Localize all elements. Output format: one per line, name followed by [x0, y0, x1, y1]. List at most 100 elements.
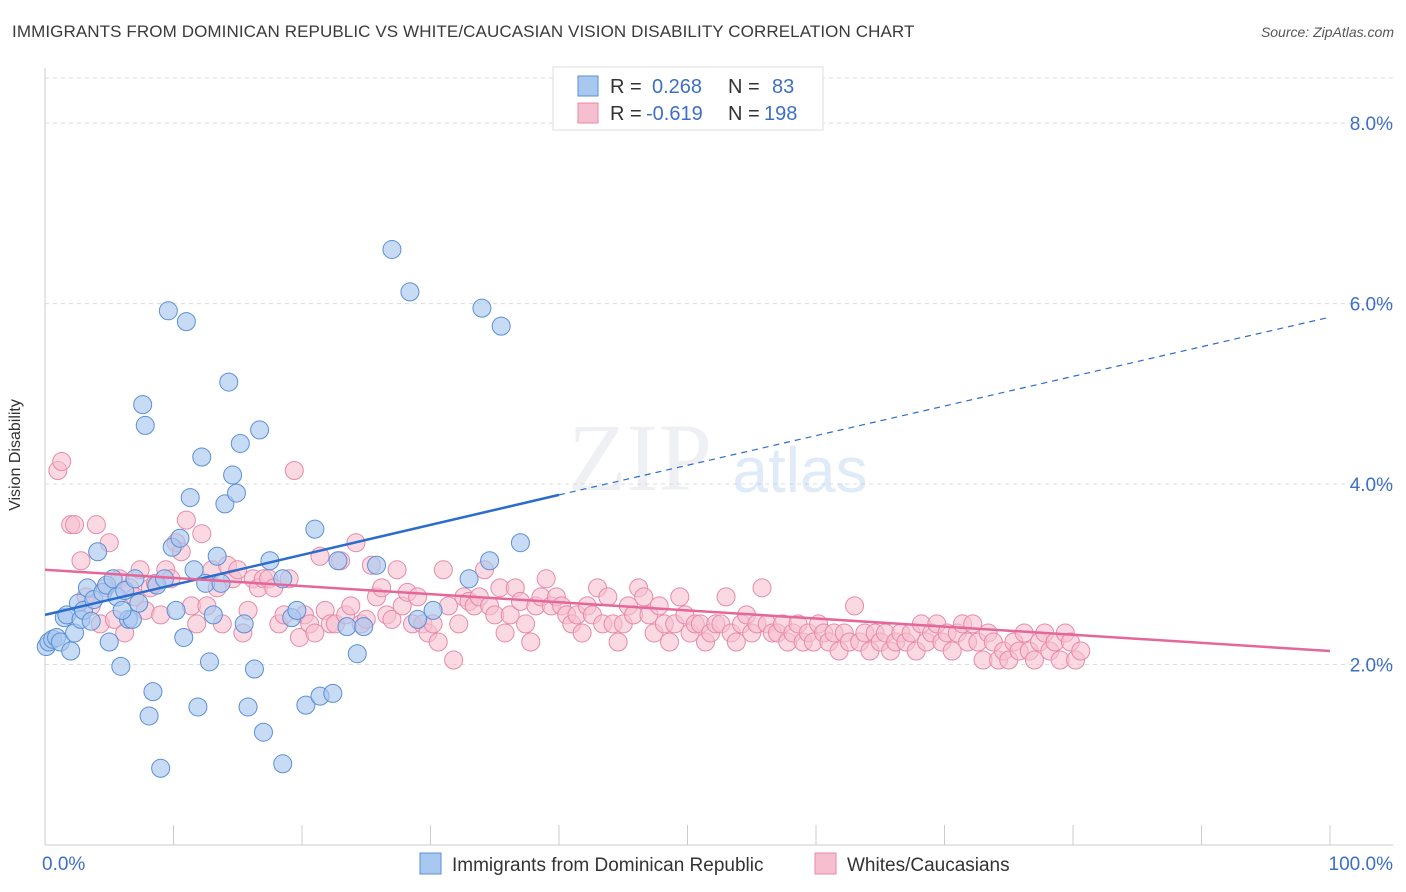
pink-point	[382, 609, 402, 629]
stats-legend: R = 0.268 N = 83 R = -0.619 N = 198	[552, 66, 824, 131]
y-tick-label: 2.0%	[1350, 656, 1393, 677]
blue-point	[81, 611, 101, 631]
blue-point	[238, 697, 258, 717]
pink-point	[192, 524, 212, 544]
blue-point	[111, 656, 131, 676]
pink-point	[660, 632, 680, 652]
pink-point	[726, 632, 746, 652]
pink-point	[52, 452, 72, 471]
blue-point	[135, 415, 155, 435]
blue-point	[510, 533, 530, 553]
watermark: ZIP atlas	[568, 404, 868, 511]
bottom-legend-label-pink: Whites/Caucasians	[847, 855, 1010, 876]
bottom-legend-swatch-pink	[814, 852, 837, 875]
legend-n-label-pink: N =	[728, 103, 760, 125]
legend-r-label-pink: R =	[610, 103, 642, 125]
pink-point	[716, 587, 736, 607]
blue-point	[99, 632, 119, 652]
blue-point	[400, 282, 420, 302]
blue-point	[226, 483, 246, 503]
pink-point	[536, 569, 556, 589]
pink-point	[449, 614, 469, 634]
pink-point	[572, 623, 592, 643]
pink-point	[387, 560, 407, 580]
blue-point	[273, 754, 293, 774]
blue-point	[250, 420, 270, 440]
blue-point	[139, 706, 159, 726]
blue-point	[305, 519, 325, 539]
blue-point	[170, 528, 190, 548]
legend-n-label-blue: N =	[728, 76, 760, 98]
bottom-legend-swatch-blue	[419, 852, 442, 875]
legend-r-label-blue: R =	[610, 76, 642, 98]
blue-point	[287, 600, 307, 620]
pink-point	[845, 596, 865, 616]
blue-point	[176, 312, 196, 332]
bottom-legend-label-blue: Immigrants from Dominican Republic	[452, 855, 764, 876]
legend-n-value-blue: 83	[772, 76, 794, 98]
y-tick-label: 8.0%	[1350, 114, 1393, 135]
blue-point	[112, 600, 132, 620]
blue-point	[382, 239, 402, 259]
blue-point	[158, 301, 178, 321]
pink-point	[187, 614, 207, 634]
blue-trend-line	[44, 493, 560, 617]
pink-point	[1071, 641, 1091, 661]
blue-point	[480, 551, 500, 571]
blue-point	[180, 488, 200, 508]
blue-point	[253, 722, 273, 742]
blue-point	[199, 652, 219, 672]
blue-point	[143, 682, 163, 702]
legend-r-value-blue: 0.268	[652, 76, 702, 98]
x-tick-label-min: 0.0%	[42, 854, 85, 875]
pink-point	[942, 641, 962, 661]
pink-point	[444, 650, 464, 670]
pink-point	[1024, 650, 1044, 670]
pink-point	[433, 560, 453, 580]
pink-point	[408, 587, 428, 607]
pink-point	[521, 632, 541, 652]
pink-point	[634, 587, 654, 607]
blue-point	[408, 609, 428, 629]
blue-point	[459, 569, 479, 589]
legend-r-value-pink: -0.619	[646, 103, 703, 125]
pink-point	[598, 587, 618, 607]
blue-point	[211, 573, 231, 593]
chart-title: IMMIGRANTS FROM DOMINICAN REPUBLIC VS WH…	[12, 22, 915, 41]
pink-point	[428, 632, 448, 652]
blue-point	[174, 627, 194, 647]
blue-point	[203, 605, 223, 625]
axes	[44, 68, 1393, 846]
pink-point	[649, 596, 669, 616]
blue-point	[125, 569, 145, 589]
pink-point	[305, 623, 325, 643]
blue-point	[230, 433, 250, 453]
x-tick-labels: 0.0% 100.0%	[42, 854, 1393, 875]
trend-lines	[44, 316, 1331, 653]
blue-point	[88, 542, 108, 562]
x-tick-label-max: 100.0%	[1329, 854, 1394, 875]
blue-point	[354, 617, 374, 637]
series-legend: Immigrants from Dominican Republic White…	[419, 852, 1010, 876]
y-tick-label: 4.0%	[1350, 475, 1393, 496]
blue-point	[491, 316, 511, 336]
pink-point	[176, 510, 196, 530]
y-tick-labels: 2.0% 4.0% 6.0% 8.0%	[1350, 114, 1393, 676]
blue-point	[472, 298, 492, 318]
blue-point	[129, 593, 149, 613]
blue-point	[188, 697, 208, 717]
pink-point	[341, 596, 361, 616]
pink-point	[670, 587, 690, 607]
blue-point	[367, 555, 387, 575]
blue-point	[234, 614, 254, 634]
legend-swatch-pink	[577, 102, 599, 124]
pink-point	[65, 515, 85, 535]
pink-trend-line	[44, 568, 1331, 653]
pink-series-points	[48, 452, 1091, 670]
blue-point	[337, 617, 357, 637]
blue-point	[219, 372, 239, 392]
blue-point	[166, 600, 186, 620]
blue-point	[423, 600, 443, 620]
blue-point	[296, 695, 316, 715]
